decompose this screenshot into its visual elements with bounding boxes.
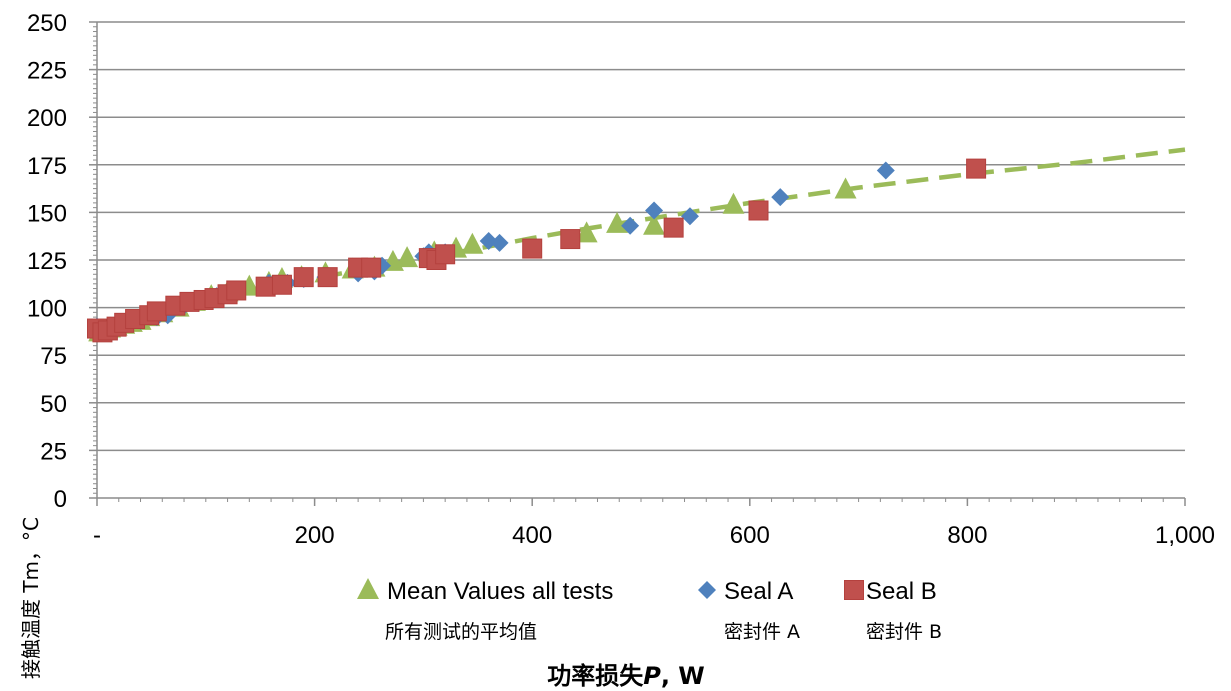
y-tick-label: 150 <box>27 200 67 227</box>
data-point-square <box>435 244 456 265</box>
data-point-diamond <box>490 233 509 252</box>
y-tick-label: 0 <box>54 486 67 513</box>
legend-marker-square <box>844 580 864 600</box>
data-point-triangle <box>575 221 598 243</box>
data-point-diamond <box>621 216 640 235</box>
legend-label: Seal A <box>724 578 793 605</box>
y-tick-label: 75 <box>40 343 67 370</box>
data-point-square <box>146 301 167 322</box>
y-tick-label: 100 <box>27 296 67 323</box>
gridlines <box>97 21 1185 452</box>
data-point-triangle <box>722 192 745 214</box>
y-tick-label: 125 <box>27 248 67 275</box>
legend: Mean Values all tests 所有测试的平均值 Seal A 密封件 A… <box>357 578 942 643</box>
data-point-triangle <box>461 232 484 254</box>
legend-sublabel: 密封件 A <box>724 621 800 643</box>
y-tick-label: 50 <box>40 391 67 418</box>
y-tick-label: 25 <box>40 438 67 465</box>
legend-marker-triangle <box>357 578 379 599</box>
trendline-layer <box>96 147 1186 337</box>
legend-label: Mean Values all tests <box>387 578 613 605</box>
y-tick-label: 200 <box>27 105 67 132</box>
legend-sublabel: 密封件 B <box>866 621 942 643</box>
data-point-diamond <box>876 161 895 180</box>
data-point-square <box>966 158 987 179</box>
y-tick-label: 250 <box>27 10 67 37</box>
x-tick-label: - <box>93 522 101 549</box>
x-axis-title: 功率损失P, W <box>547 662 705 690</box>
data-point-square <box>748 200 769 221</box>
data-point-square <box>560 229 581 250</box>
data-point-square <box>226 280 247 301</box>
data-point-square <box>271 274 292 295</box>
data-point-square <box>663 217 684 238</box>
data-point-triangle <box>834 177 857 199</box>
legend-label: Seal B <box>866 578 937 605</box>
axes: 0 25 50 75 100 125 150 175 200 225 250 - 200 400 600 80… <box>27 10 1215 549</box>
x-tick-label: 1,000 <box>1155 522 1215 549</box>
x-tick-label: 200 <box>295 522 335 549</box>
data-point-square <box>522 238 543 259</box>
data-point-square <box>293 267 314 288</box>
x-tick-label: 800 <box>947 522 987 549</box>
y-axis-title: 接触温度 Tm，°C <box>19 517 43 679</box>
data-point-triangle <box>396 246 419 268</box>
data-point-triangle <box>606 211 629 233</box>
legend-sublabel: 所有测试的平均值 <box>385 621 537 643</box>
data-point-diamond <box>771 188 790 207</box>
data-point-square <box>361 257 382 278</box>
y-tick-label: 175 <box>27 153 67 180</box>
trendline <box>96 147 1186 337</box>
x-tick-label: 400 <box>512 522 552 549</box>
data-point-diamond <box>645 201 664 220</box>
data-point-triangle <box>643 213 666 235</box>
data-point-diamond <box>680 207 699 226</box>
data-point-square <box>317 267 338 288</box>
data-points <box>87 158 987 343</box>
y-tick-label: 225 <box>27 58 67 85</box>
x-tick-label: 600 <box>730 522 770 549</box>
legend-marker-diamond <box>698 581 716 599</box>
